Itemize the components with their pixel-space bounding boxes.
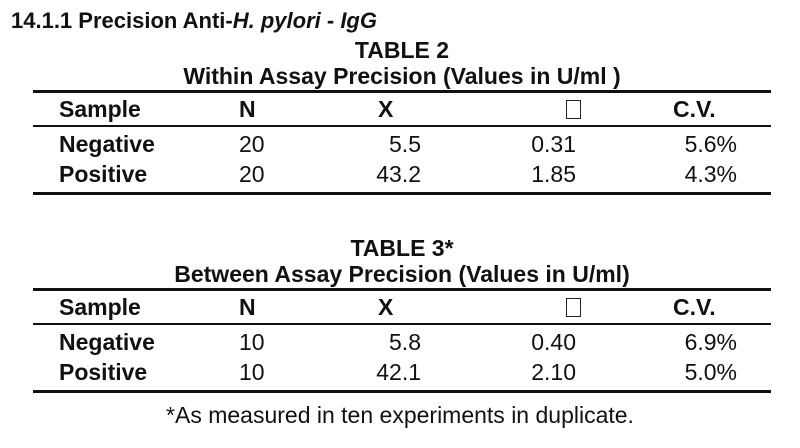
mean-cell: 5.5 — [389, 131, 421, 157]
section-heading: 14.1.1 Precision Anti-H. pylori - IgG — [11, 8, 377, 34]
sd-cell: 2.10 — [531, 359, 576, 385]
table-2: TABLE 2 Within Assay Precision (Values i… — [33, 37, 771, 195]
column-header-n: N — [239, 96, 256, 122]
cv-cell: 4.3% — [684, 161, 737, 187]
missing-glyph-box-icon — [566, 100, 581, 119]
sample-cell: Positive — [59, 359, 148, 385]
table-3-bottom-rule — [33, 390, 771, 393]
n-cell: 10 — [239, 359, 265, 385]
cv-cell: 5.6% — [684, 131, 737, 157]
column-header-sample: Sample — [59, 96, 141, 122]
cv-cell: 5.0% — [684, 359, 737, 385]
footnote: *As measured in ten experiments in dupli… — [166, 402, 634, 428]
table-2-bottom-rule — [33, 192, 771, 195]
missing-glyph-box-icon — [566, 298, 581, 317]
section-title-antibody: IgG — [340, 8, 377, 33]
table-3-header-row: Sample N X C.V. — [33, 291, 771, 323]
table-3-top-rule — [33, 288, 771, 291]
column-header-x: X — [378, 294, 394, 320]
column-header-sd — [566, 291, 581, 323]
table-3-caption: Between Assay Precision (Values in U/ml) — [174, 261, 630, 287]
column-header-cv: C.V. — [673, 96, 716, 122]
table-row: Negative 20 5.5 0.31 5.6% — [33, 129, 771, 159]
n-cell: 10 — [239, 329, 265, 355]
table-2-label: TABLE 2 — [354, 37, 450, 63]
table-2-header-rule — [33, 125, 771, 127]
mean-cell: 42.1 — [376, 359, 421, 385]
sd-cell: 0.31 — [531, 131, 576, 157]
section-title-separator: - — [320, 8, 341, 33]
sd-cell: 0.40 — [531, 329, 576, 355]
table-row: Negative 10 5.8 0.40 6.9% — [33, 327, 771, 357]
sample-cell: Negative — [59, 329, 155, 355]
column-header-n: N — [239, 294, 256, 320]
mean-cell: 43.2 — [376, 161, 421, 187]
column-header-cv: C.V. — [673, 294, 716, 320]
table-2-top-rule — [33, 90, 771, 93]
mean-cell: 5.8 — [389, 329, 421, 355]
table-3: TABLE 3* Between Assay Precision (Values… — [33, 235, 771, 393]
section-title-organism: H. pylori — [232, 8, 321, 33]
table-2-header-row: Sample N X C.V. — [33, 93, 771, 125]
table-3-header-rule — [33, 323, 771, 325]
table-row: Positive 10 42.1 2.10 5.0% — [33, 357, 771, 387]
cv-cell: 6.9% — [684, 329, 737, 355]
table-row: Positive 20 43.2 1.85 4.3% — [33, 159, 771, 189]
column-header-sd — [566, 93, 581, 125]
column-header-x: X — [378, 96, 394, 122]
table-3-label: TABLE 3* — [350, 235, 454, 261]
n-cell: 20 — [239, 131, 265, 157]
sample-cell: Positive — [59, 161, 148, 187]
section-number: 14.1.1 — [11, 8, 73, 33]
table-2-caption: Within Assay Precision (Values in U/ml ) — [183, 63, 621, 89]
column-header-sample: Sample — [59, 294, 141, 320]
section-title-start: Precision Anti- — [78, 8, 233, 33]
n-cell: 20 — [239, 161, 265, 187]
sample-cell: Negative — [59, 131, 155, 157]
sd-cell: 1.85 — [531, 161, 576, 187]
